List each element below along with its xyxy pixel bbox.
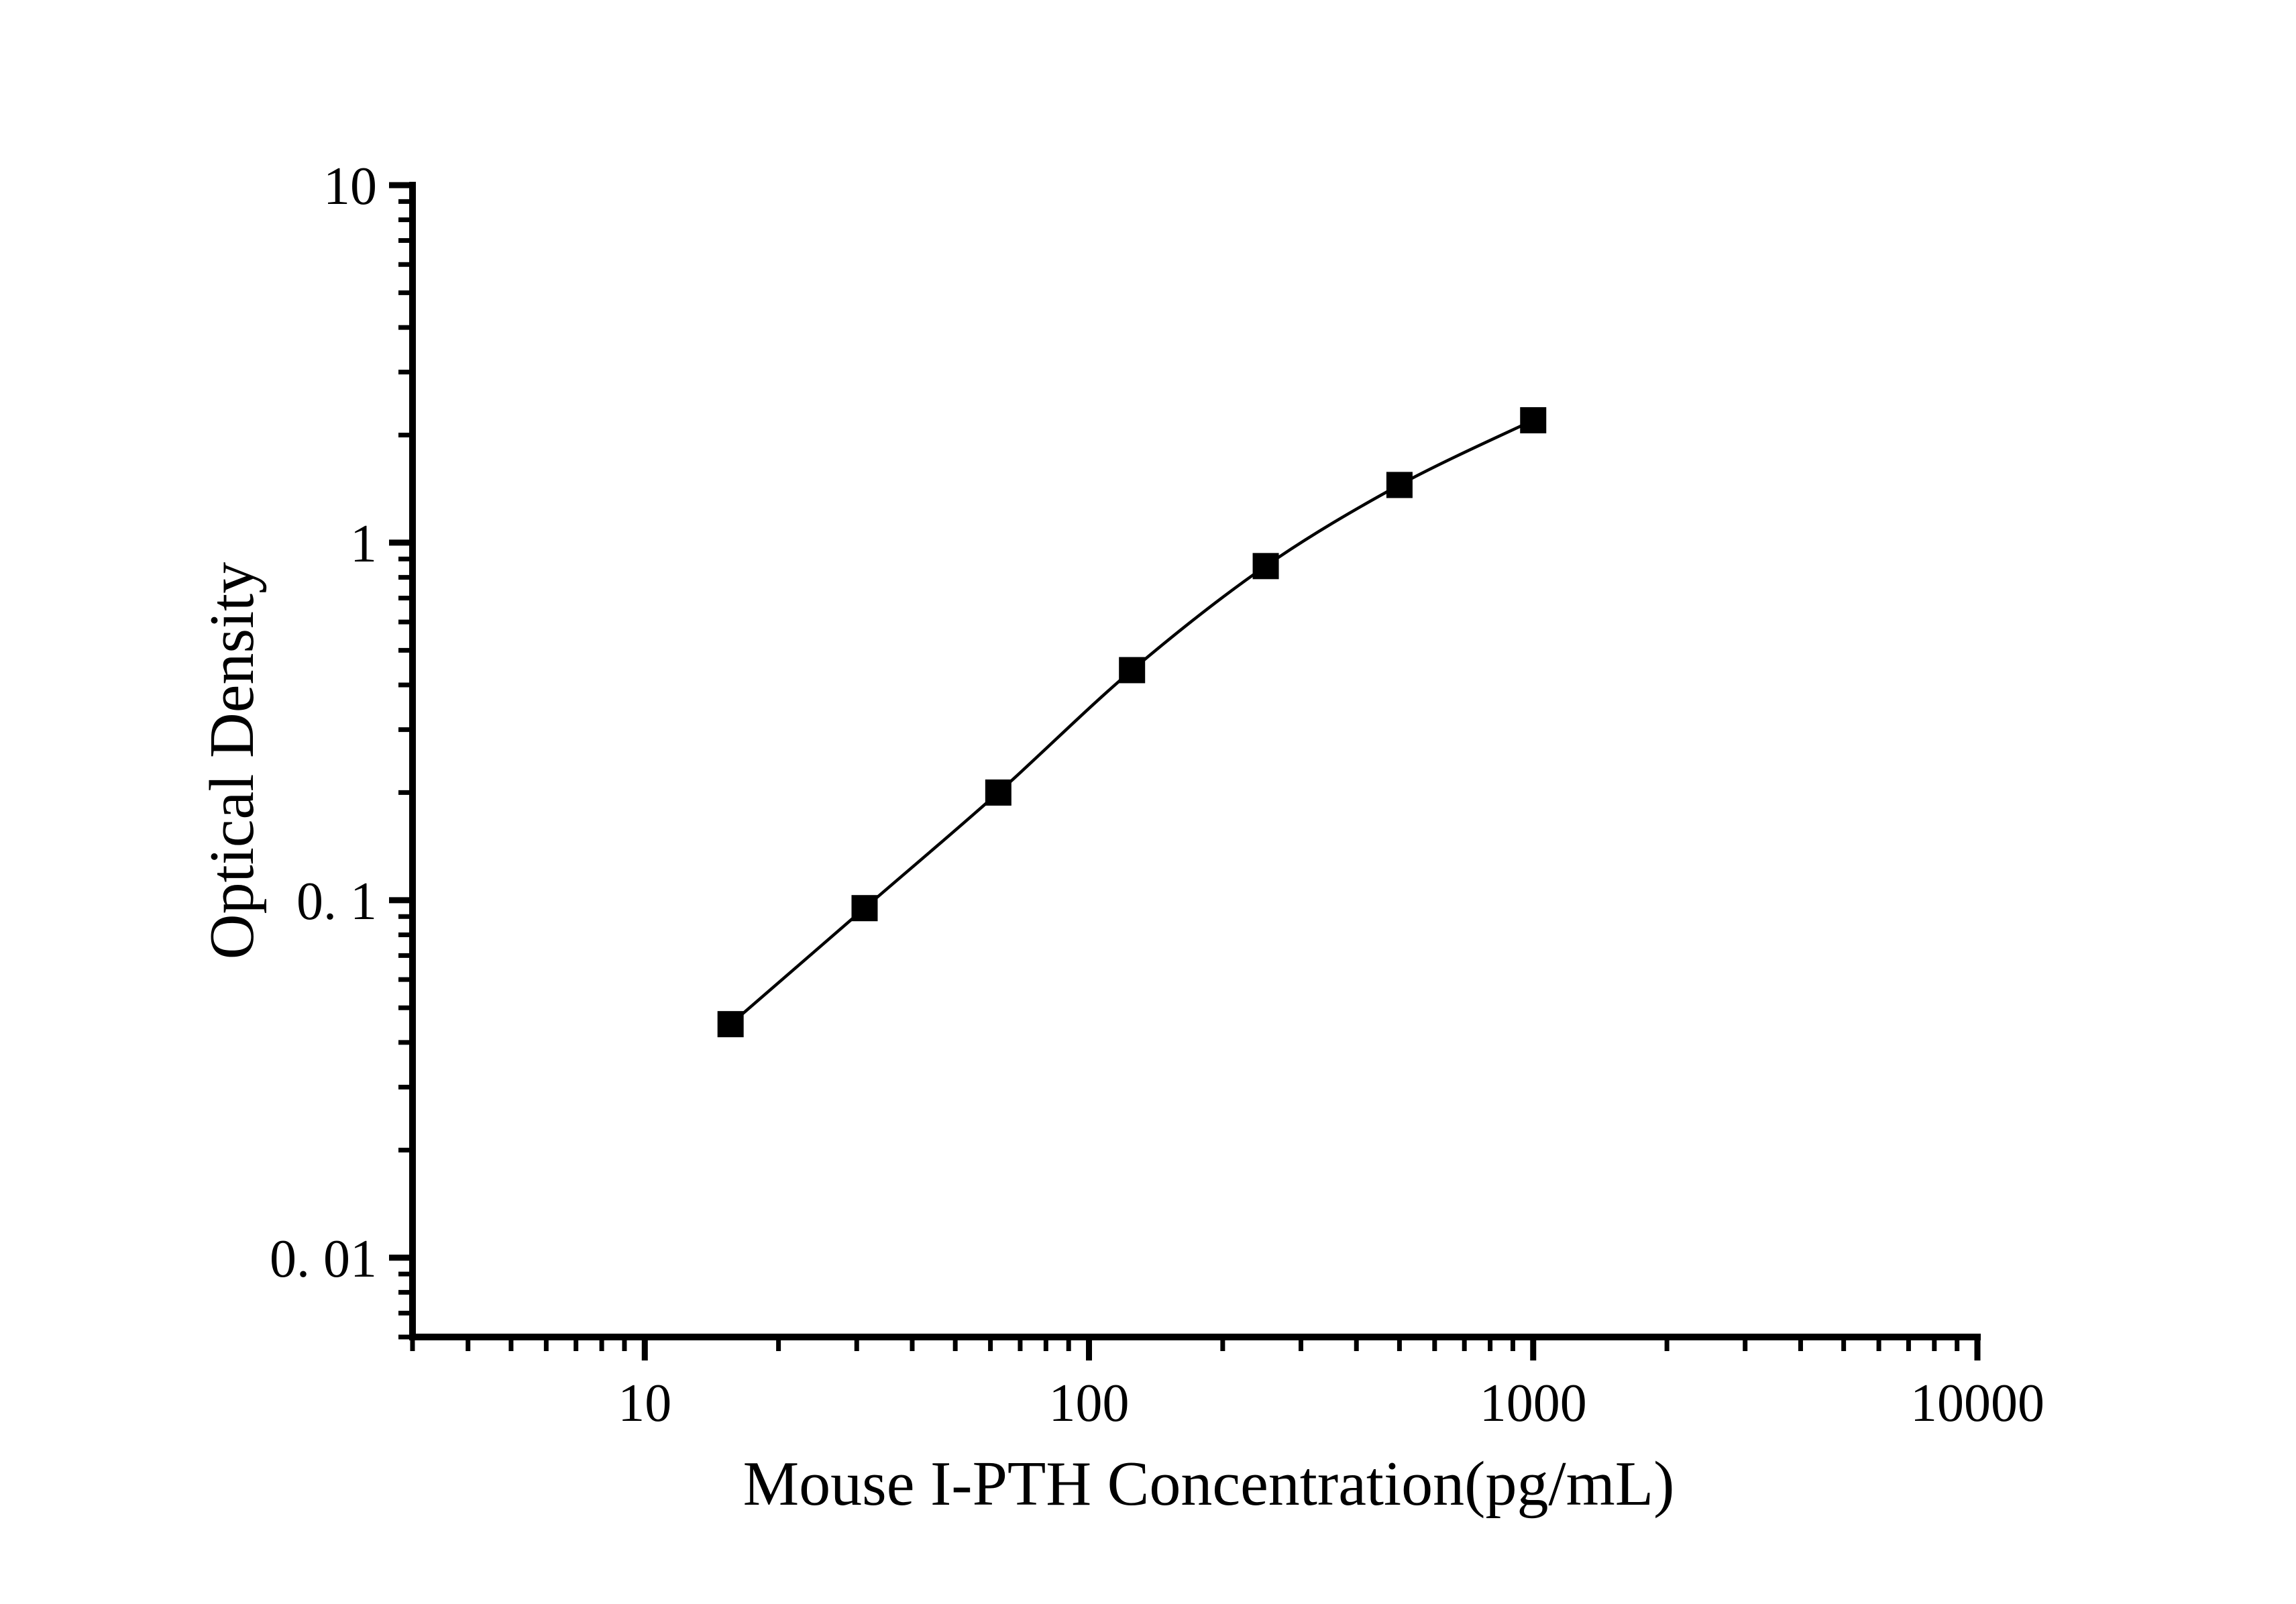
x-axis-title: Mouse I-PTH Concentration(pg/mL) [743,1449,1675,1519]
y-axis-title: Optical Density [197,562,267,960]
data-point-marker [851,895,878,922]
y-tick-label: 0. 1 [296,872,377,931]
data-point-marker [1386,472,1413,498]
x-tick-label: 10 [618,1374,671,1433]
y-tick-label: 10 [323,157,377,216]
data-point-marker [985,779,1012,806]
x-tick-label: 1000 [1480,1374,1587,1433]
data-point-marker [1252,553,1279,580]
data-point-marker [717,1011,744,1038]
data-point-marker [1520,407,1547,433]
x-tick-label: 10000 [1910,1374,2044,1433]
standard-curve [729,419,1534,1026]
y-tick-label: 0. 01 [270,1230,377,1289]
x-tick-label: 100 [1049,1374,1130,1433]
data-point-marker [1119,657,1146,684]
y-tick-label: 1 [350,515,377,574]
